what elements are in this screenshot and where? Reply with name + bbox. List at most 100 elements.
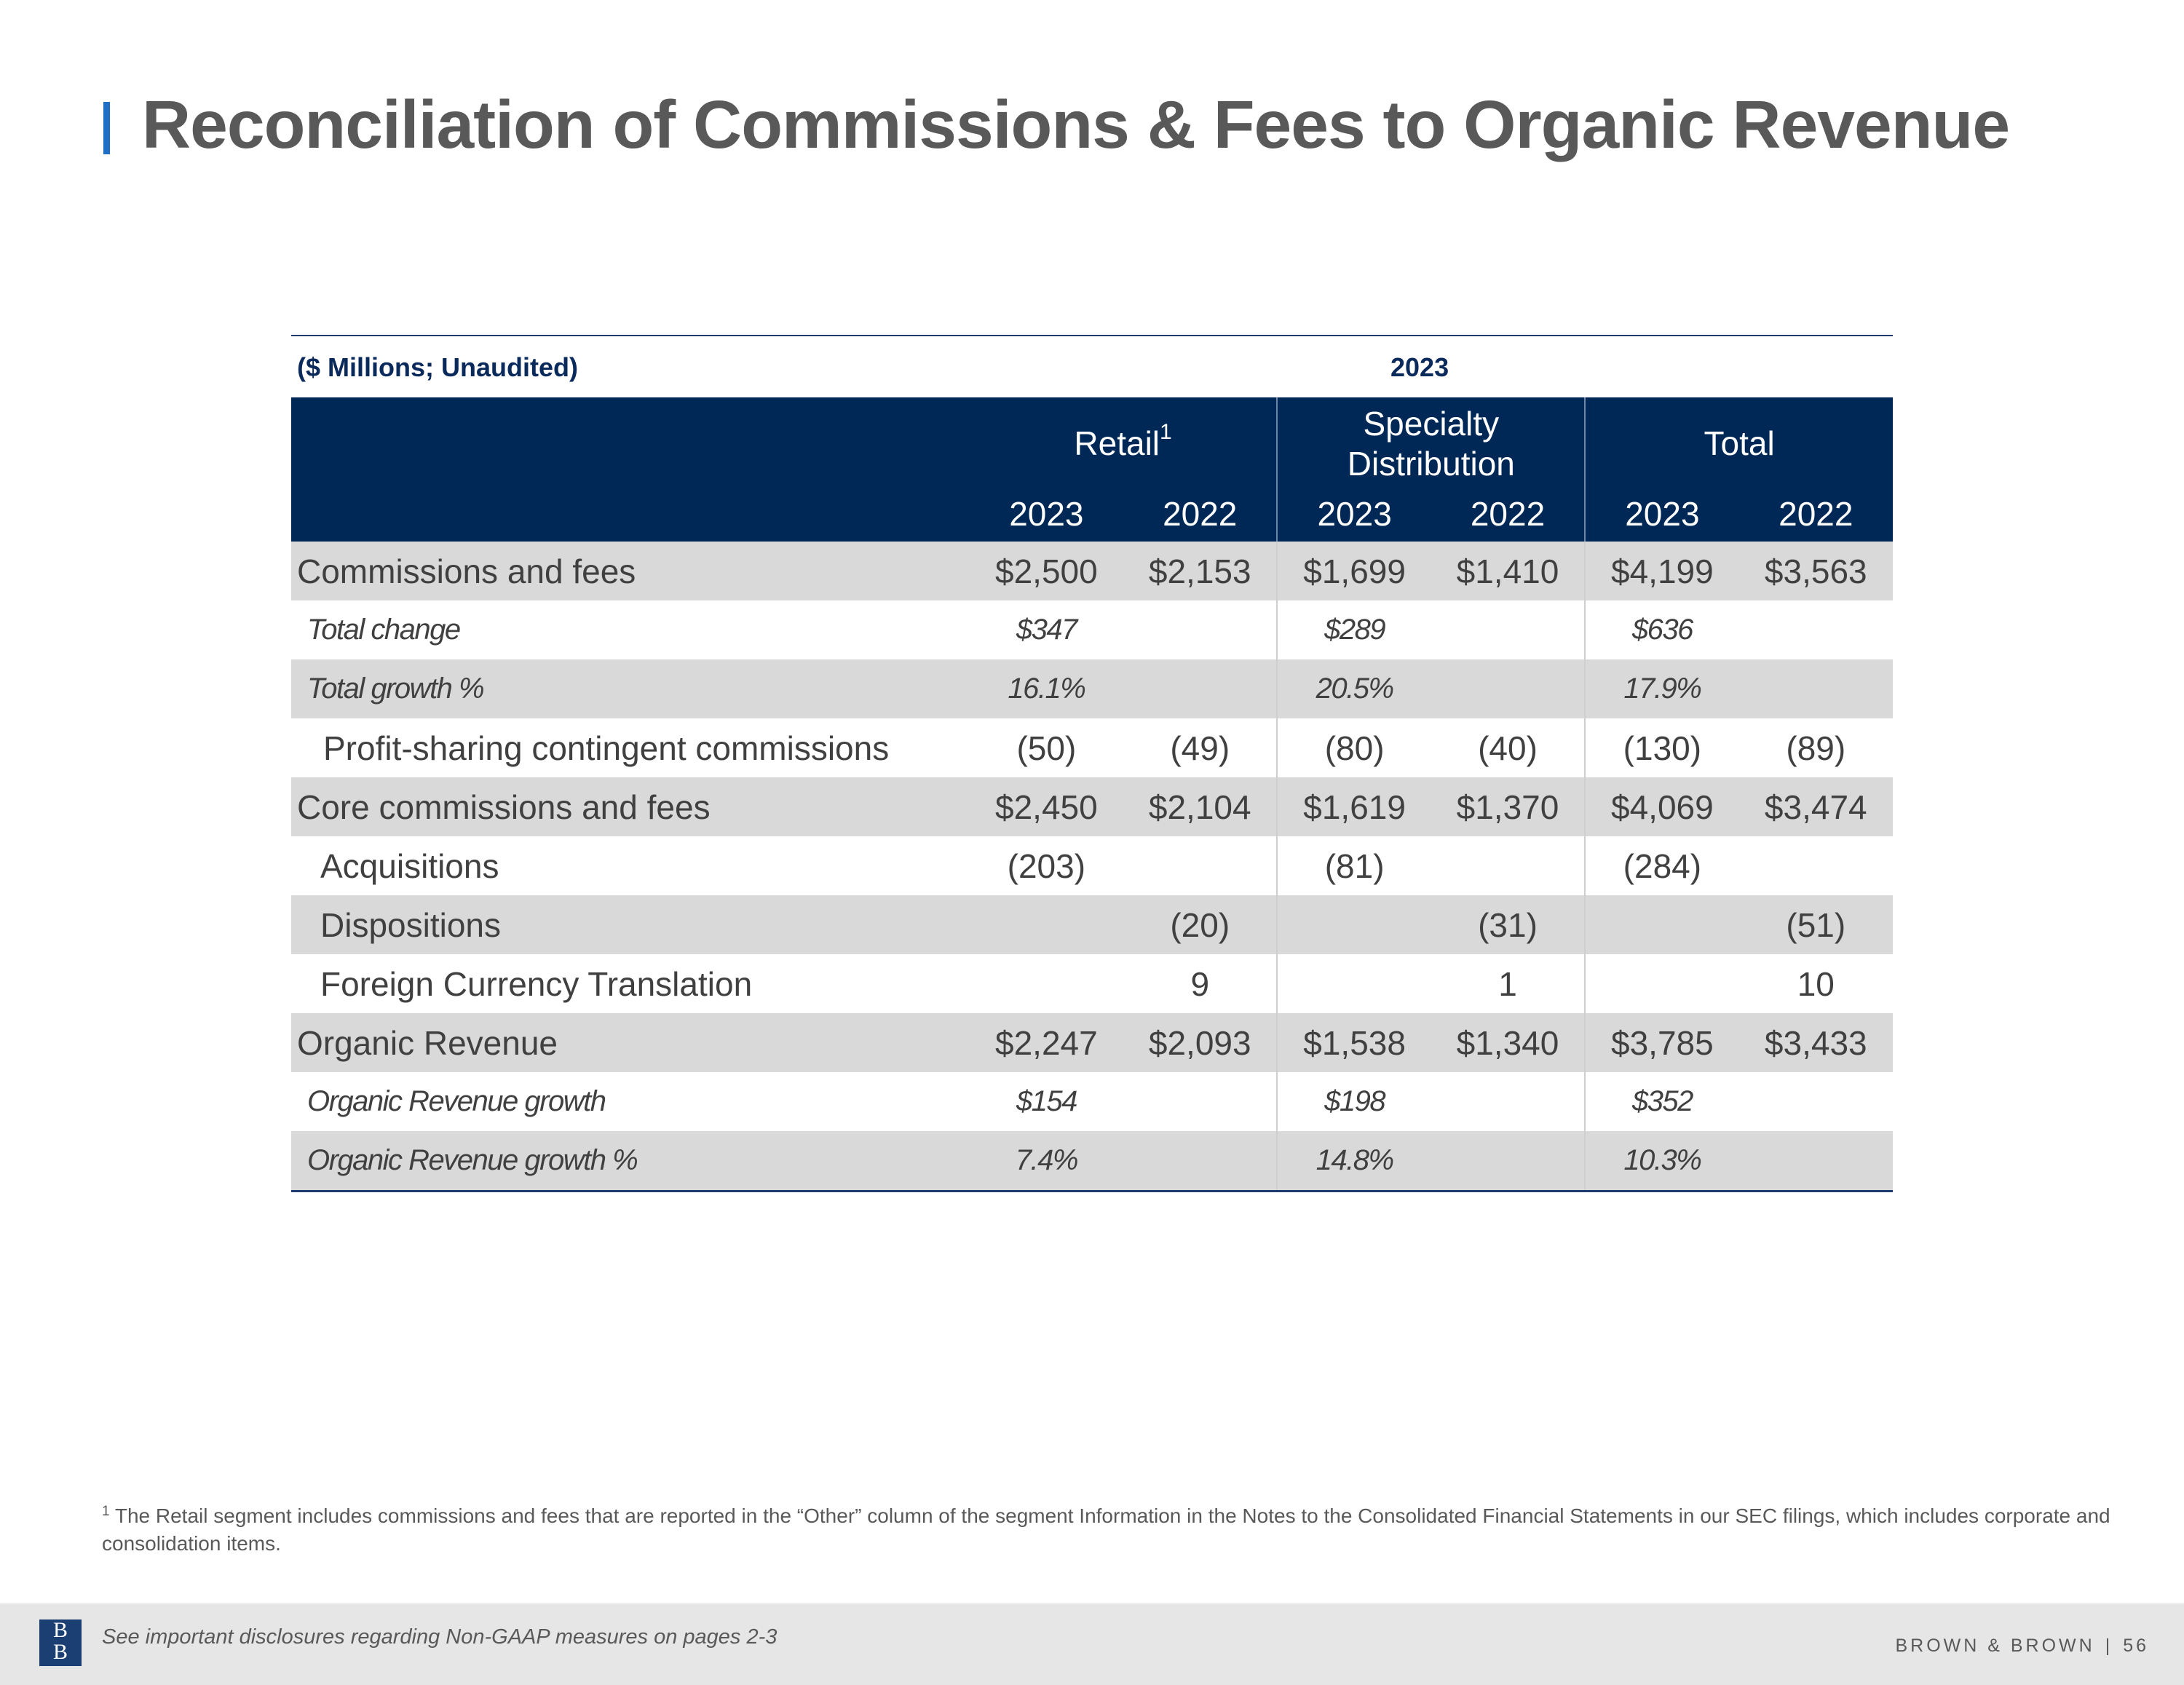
table-cell: 14.8% (1276, 1131, 1431, 1190)
table-cell: $2,247 (969, 1013, 1124, 1072)
table-cell: $2,104 (1123, 777, 1278, 836)
table-cell: 20.5% (1276, 659, 1431, 718)
table-cell: $1,370 (1431, 777, 1586, 836)
group-header-row: Retail1 Specialty Distribution Total (291, 397, 1893, 491)
table-row: Foreign Currency Translation 9 1 10 (291, 954, 1893, 1013)
non-gaap-disclosure: See important disclosures regarding Non-… (102, 1625, 778, 1649)
table-cell: $2,093 (1123, 1013, 1278, 1072)
table-cell (1431, 600, 1585, 659)
table-cell: 10 (1797, 964, 1835, 1003)
table-cell: (40) (1478, 729, 1538, 767)
header-blank (291, 491, 970, 542)
table-row: Profit-sharing contingent commissions (5… (291, 718, 1893, 777)
table-cell: $1,538 (1276, 1013, 1431, 1072)
footnote: 1 The Retail segment includes commission… (102, 1498, 2111, 1558)
table-cell (1738, 659, 1893, 718)
table-cell: $347 (1016, 614, 1077, 646)
table-cell (1739, 1072, 1893, 1131)
year-header: 2023 (1584, 491, 1739, 542)
table-row: Dispositions (20) (31) (51) (291, 895, 1893, 954)
group-header-specialty-distribution: Specialty Distribution (1276, 397, 1586, 491)
row-label: Commissions and fees (291, 542, 970, 600)
table-cell: (80) (1276, 718, 1431, 777)
table-row: Total growth % 16.1% 20.5% 17.9% (291, 659, 1893, 718)
logo-letter-bottom: B (52, 1640, 68, 1664)
table-cell: (50) (1016, 729, 1077, 767)
year-header: 2023 (1276, 491, 1431, 542)
year-header: 2022 (1163, 495, 1238, 533)
footnote-marker: 1 (102, 1504, 110, 1519)
table-cell (1431, 1072, 1585, 1131)
year-header: 2022 (1779, 495, 1853, 533)
reconciliation-table-section: ($ Millions; Unaudited) 2023 Retail1 Spe… (291, 335, 1893, 1192)
table-cell: (284) (1584, 836, 1739, 895)
table-top-rule (291, 335, 1893, 336)
row-label: Core commissions and fees (291, 777, 970, 836)
logo-letter-top: B (52, 1618, 68, 1642)
table-cell: $3,563 (1738, 542, 1893, 600)
table-row: Commissions and fees $2,500 $2,153 $1,69… (291, 542, 1893, 600)
table-cell: $352 (1584, 1072, 1739, 1131)
year-header-row: 2023 2022 2023 2022 2023 2022 (291, 491, 1893, 542)
table-cell (1739, 600, 1893, 659)
footer-separator: | (2105, 1636, 2113, 1656)
table-cell (1431, 1131, 1586, 1190)
table-bottom-rule (291, 1190, 1893, 1192)
table-cell: $198 (1276, 1072, 1431, 1131)
year-header: 2023 (1009, 495, 1084, 533)
table-cell (1123, 600, 1277, 659)
table-cell (1739, 836, 1893, 895)
header-blank (291, 397, 970, 491)
table-row: Organic Revenue growth % 7.4% 14.8% 10.3… (291, 1131, 1893, 1190)
row-label: Acquisitions (320, 847, 499, 885)
table-cell: 16.1% (969, 659, 1124, 718)
table-cell: $636 (1584, 600, 1739, 659)
reconciliation-table: Retail1 Specialty Distribution Total 2023… (291, 397, 1893, 1190)
table-cell: 9 (1190, 964, 1210, 1003)
table-cell: 17.9% (1584, 659, 1739, 718)
brand-name: BROWN & BROWN (1895, 1636, 2095, 1656)
row-label: Profit-sharing contingent commissions (323, 729, 890, 767)
row-label: Foreign Currency Translation (320, 964, 753, 1003)
table-cell (1123, 836, 1277, 895)
table-cell (1738, 1131, 1893, 1190)
row-label: Organic Revenue growth % (291, 1131, 970, 1190)
table-cell: 7.4% (969, 1131, 1124, 1190)
table-row: Total change $347 $289 $636 (291, 600, 1893, 659)
brown-brown-logo-icon: B B (39, 1619, 82, 1666)
footnote-text: The Retail segment includes commissions … (102, 1504, 2110, 1555)
table-period-label: 2023 (1390, 352, 1449, 382)
page-footer: B B See important disclosures regarding … (0, 1603, 2184, 1685)
table-cell (969, 895, 1124, 954)
table-cell (1123, 1131, 1278, 1190)
table-cell (1123, 1072, 1277, 1131)
row-label: Organic Revenue growth (307, 1085, 606, 1117)
table-cell (1431, 659, 1586, 718)
table-units-caption: ($ Millions; Unaudited) (297, 352, 578, 382)
table-cell: $154 (1016, 1085, 1077, 1117)
table-cell: $3,785 (1584, 1013, 1739, 1072)
table-cell: $2,450 (969, 777, 1124, 836)
table-caption-row: ($ Millions; Unaudited) 2023 (291, 336, 1893, 397)
table-row: Acquisitions (203) (81) (284) (291, 836, 1893, 895)
group-label: Distribution (1347, 445, 1515, 483)
table-cell: (81) (1276, 836, 1431, 895)
group-label: Retail (1074, 424, 1160, 463)
table-cell: $4,199 (1584, 542, 1739, 600)
table-cell: 10.3% (1584, 1131, 1739, 1190)
table-cell: (89) (1786, 729, 1846, 767)
table-cell (1431, 836, 1585, 895)
page-number: 56 (2123, 1636, 2149, 1656)
table-cell (1276, 895, 1431, 954)
table-cell: $3,433 (1738, 1013, 1893, 1072)
table-cell: (49) (1170, 729, 1230, 767)
group-label: Specialty (1363, 404, 1500, 443)
footnote-ref: 1 (1160, 420, 1172, 445)
table-cell (970, 954, 1123, 1013)
table-cell (1123, 659, 1278, 718)
table-cell: $2,153 (1123, 542, 1278, 600)
table-cell: (20) (1123, 895, 1278, 954)
table-cell: $3,474 (1738, 777, 1893, 836)
table-cell: $2,500 (969, 542, 1124, 600)
row-label: Total change (307, 614, 461, 646)
